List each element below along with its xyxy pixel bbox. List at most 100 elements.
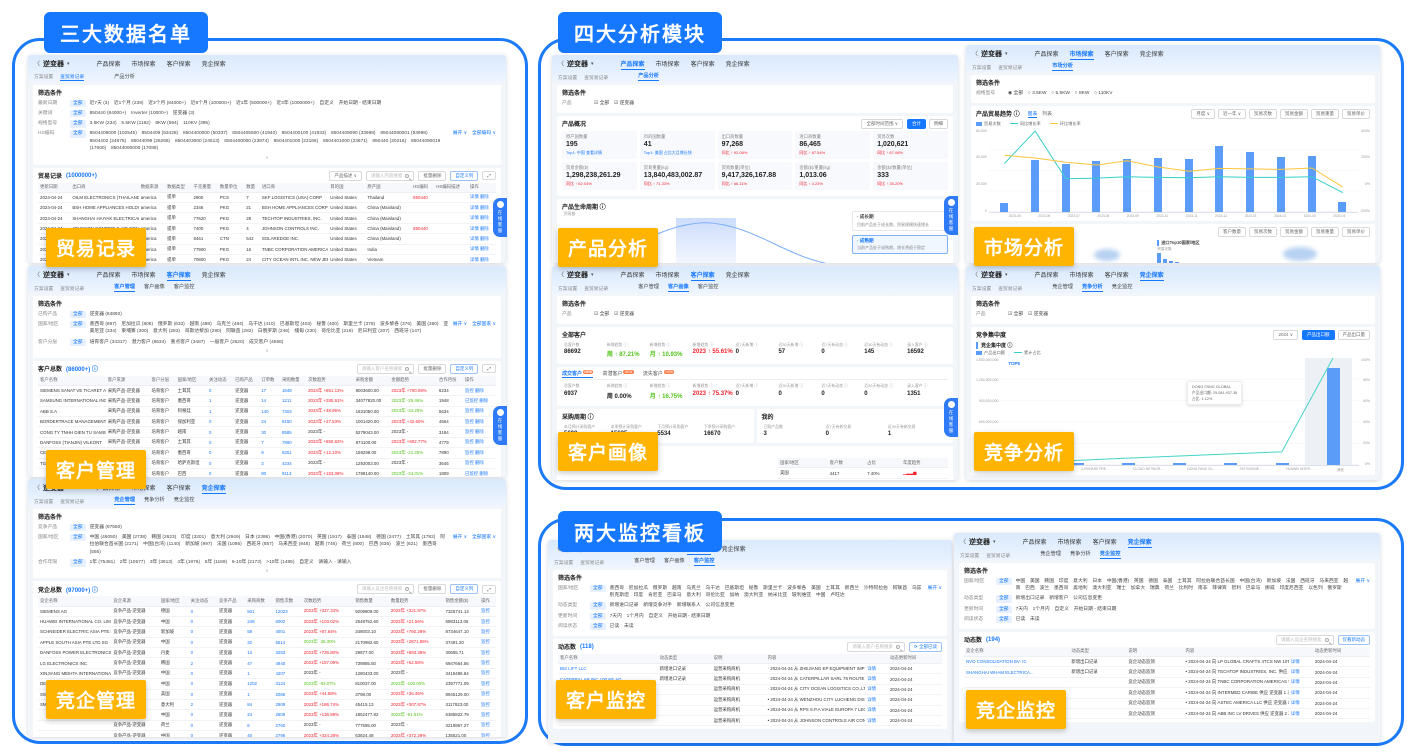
quick-link[interactable]: 查贸易记录 [60,75,85,81]
table-cell[interactable]: 监控 [479,699,496,711]
filter-all-chip[interactable]: 全部 [996,577,1012,586]
search-input[interactable]: 请输入内容搜索 [365,170,415,181]
nav-tab[interactable]: 市场探索 [1069,48,1094,60]
nav-tab[interactable]: 客户探索 [166,269,191,281]
table-cell[interactable]: 32 [245,637,274,649]
table-cell[interactable]: 6002 [273,616,302,628]
filter-chips[interactable]: 中国 (46050) 美国 (2738) 韩国 (2623) 印度 (3201)… [89,534,445,556]
batch-delete-button[interactable]: 批量删除 [418,170,447,181]
table-cell[interactable]: 0 [207,447,234,459]
table-cell[interactable]: 已监控 删除 [463,395,496,407]
online-service-widget[interactable]: 在线客服 [944,398,958,437]
table-cell[interactable]: 2 [188,657,217,669]
nav-tab[interactable]: 竞企探索 [1139,51,1164,58]
sub-tab[interactable]: 竞企管理 [114,497,135,505]
table-cell[interactable]: 47 [245,657,274,669]
table-cell[interactable]: 12023 [273,606,302,617]
table-cell[interactable]: 监控 [479,626,496,638]
table-cell[interactable]: BIS LIFT LLC [558,663,658,675]
filter-expand[interactable]: 展开 ∨ 全部国家 ∨ [452,534,496,540]
table-cell[interactable]: 监控 [479,730,496,737]
trend-control-button[interactable]: 贸易单价 [1342,108,1370,119]
nav-tab[interactable]: 产品探索 [1034,51,1059,58]
nav-tab[interactable]: 产品探索 [96,272,121,279]
table-cell[interactable]: 1211 [279,395,307,407]
filter-chips[interactable]: 新增进口记录 新增竞争对手 新增联系人 公司信息变更 [609,603,735,609]
table-row[interactable]: SHANGHAI WHAM ELECTRICA... 新增出口记录 竞企动态监测 • … [964,666,1370,678]
table-cell[interactable]: 详情 删除 [468,254,496,263]
table-cell[interactable]: 8150 [279,416,307,428]
table-cell[interactable]: 58 [245,626,274,638]
sub-tab[interactable]: 客户画像 [667,284,689,292]
filter-all-chip[interactable]: 全部 [70,109,86,118]
filter-chips[interactable]: 新增出口记录 新增客户 公司信息变更 [1015,596,1102,602]
table-cell[interactable]: 详情 删除 [468,202,496,214]
table-cell[interactable]: 14 [245,647,274,659]
table-cell[interactable]: 14 [259,395,280,407]
back-icon[interactable]: 〈 [972,273,979,279]
nav-tab[interactable]: 客户探索 [1104,51,1129,58]
product-selector[interactable]: 逆变器 [567,60,589,68]
table-cell[interactable]: 监控 [479,637,496,649]
trend-control-button[interactable]: 月度 ∨ [1191,108,1215,119]
custom-columns-button[interactable]: 自定义列 [450,584,479,595]
quick-link[interactable]: 方案设置 [972,66,992,71]
filter-chips[interactable]: 3.5KW (234) 5.5KW (1192) 8KW (594) 110KV… [89,120,210,126]
back-icon[interactable]: 〈 [558,273,565,279]
table-cell[interactable]: 0 [188,616,217,628]
sub-tab[interactable]: 产品分析 [638,73,659,81]
table-cell[interactable]: 2760 [273,720,302,732]
quick-link[interactable]: 查贸易记录 [998,287,1023,292]
table-cell[interactable]: 监控 删除 [463,426,496,438]
sub-tab[interactable]: 竞企监控 [173,497,195,503]
product-selector[interactable]: 逆变器 [981,271,1003,279]
filter-chips[interactable]: 已读 未读 [609,623,634,629]
sub-tab[interactable]: 竞企监控 [1099,551,1121,559]
filter-all-chip[interactable]: 全部 [590,622,606,631]
table-cell[interactable]: 2908 [273,699,302,711]
filter-chips[interactable]: 逆变器 (97550) [89,524,122,530]
filter-chips[interactable]: 7天内 1个月内 自定义 开始日期 - 结束日期 [609,613,711,619]
table-cell[interactable]: 详情 [865,694,888,706]
nav-tab[interactable]: 产品探索 [1034,272,1059,279]
filter-radios[interactable]: ◉ 全部 ○ 3.5KW ○ 5.5KW ○ 8KW ○ 110KV [1008,90,1113,96]
nav-tab[interactable]: 产品探索 [620,272,645,279]
table-cell[interactable]: 7 [259,437,280,449]
table-cell[interactable]: 501 [245,606,274,617]
filter-all-chip[interactable]: 全部 [70,338,86,347]
table-row[interactable]: SAMSUNG INTERNATIONAL INC. 采购产品-逆变器 培育客户 墨西… [38,395,496,407]
custom-columns-button[interactable]: 自定义列 [450,170,479,181]
filter-all-chip[interactable]: 全部 [996,595,1012,604]
nav-tab[interactable]: 竞企探索 [1127,536,1152,548]
time-range-select[interactable]: 全部时间范围 ∨ [861,118,903,129]
product-selector[interactable]: 逆变器 [969,538,991,546]
search-input[interactable]: 请输入竞企名称搜索 [1276,634,1334,645]
table-cell[interactable]: 2 [188,699,217,711]
table-cell[interactable]: 5514 [273,637,302,649]
trend-control-button[interactable]: 贸易重量 [1311,108,1339,119]
nav-tab[interactable]: 竞企探索 [721,546,746,553]
quick-link[interactable]: 查贸易记录 [60,287,85,292]
table-row[interactable]: SIEMENS SANAT VE TICARET AN 采购产品-逆变器 培育客户土… [38,385,496,397]
quick-link[interactable]: 查贸易记录 [584,287,609,292]
table-cell[interactable]: 1 [245,689,274,700]
product-selector[interactable]: 逆变器 [43,271,65,279]
table-cell[interactable]: 监控 [479,668,496,680]
table-cell[interactable]: 0 [188,689,217,700]
table-cell[interactable]: 7890 [279,437,307,449]
table-row[interactable]: LG ELECTRONICS INC 竞争产品-逆变器 韩国 2 逆变器 47 4940 20… [38,657,496,669]
map-control-button[interactable]: 贸易次数 [1249,226,1277,237]
table-cell[interactable]: 详情 [1288,656,1313,668]
online-service-widget[interactable]: 在线客服 [493,198,507,237]
table-row[interactable]: ABB S.A 采购产品-逆变器 培育客户 阿根廷 1 逆变器 140 7303 2023年 +… [38,406,496,418]
filter-all-chip[interactable]: 全部 [70,119,86,128]
table-row[interactable]: HUAWEI INTERNATIONAL CO. LIM 竞争产品-逆变器 中国 0 逆… [38,616,496,628]
table-cell[interactable]: 2086 [273,689,302,700]
sub-tab[interactable]: 客户管理 [638,284,659,290]
table-cell[interactable]: 4001 [273,626,302,638]
metric-toggle-button[interactable]: 产品出口额 [1302,329,1335,340]
back-icon[interactable]: 〈 [34,62,41,68]
table-cell[interactable]: 249 [245,616,274,628]
trend-control-button[interactable]: 近一年 ∨ [1217,108,1246,119]
